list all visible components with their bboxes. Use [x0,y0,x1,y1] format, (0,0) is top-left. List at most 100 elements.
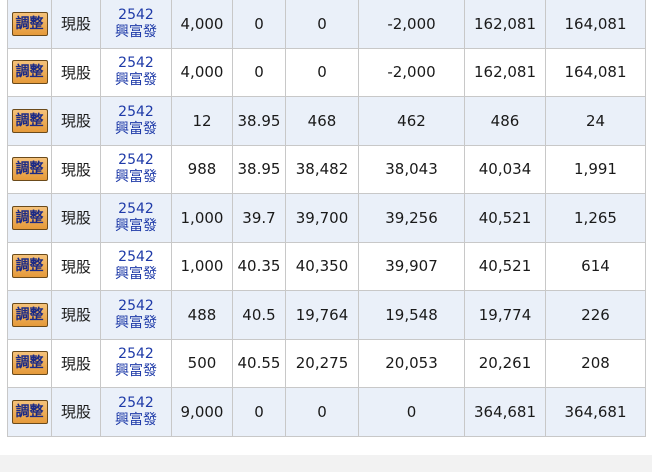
price: 38.95 [232,144,286,194]
trade-type: 現股 [51,338,101,388]
balance: 38,043 [358,144,465,194]
stock-cell: 2542 興富發 [100,193,172,243]
balance: 39,907 [358,241,465,291]
market-value: 364,681 [464,387,546,437]
stock-link[interactable]: 2542 興富發 [115,395,157,429]
stock-name: 興富發 [115,217,157,234]
adjust-button[interactable]: 調整 [11,399,48,424]
price: 39.7 [232,193,286,243]
stock-link[interactable]: 2542 興富發 [115,55,157,89]
price: 40.55 [232,338,286,388]
stock-name: 興富發 [115,72,157,89]
cost: 20,275 [285,338,359,388]
profit-loss: 164,081 [545,0,646,49]
balance: 0 [358,387,465,437]
stock-cell: 2542 興富發 [100,338,172,388]
quantity: 488 [171,290,233,340]
adjust-cell: 調整 [7,241,52,291]
price: 0 [232,387,286,437]
stock-code: 2542 [118,346,154,363]
adjust-cell: 調整 [7,387,52,437]
stock-code: 2542 [118,152,154,169]
stock-cell: 2542 興富發 [100,290,172,340]
adjust-button[interactable]: 調整 [11,108,48,133]
adjust-button[interactable]: 調整 [11,11,48,36]
stock-code: 2542 [118,200,154,217]
stock-code: 2542 [118,103,154,120]
stock-link[interactable]: 2542 興富發 [115,249,157,283]
market-value: 486 [464,96,546,146]
stock-cell: 2542 興富發 [100,0,172,49]
stock-name: 興富發 [115,314,157,331]
holdings-table-body: 調整 現股 2542 興富發 4,000 0 0 -2,000 162,081 1… [7,0,646,437]
cost: 39,700 [285,193,359,243]
stock-code: 2542 [118,297,154,314]
trade-type: 現股 [51,387,101,437]
balance: 19,548 [358,290,465,340]
stock-link[interactable]: 2542 興富發 [115,104,157,138]
stock-name: 興富發 [115,23,157,40]
adjust-button[interactable]: 調整 [11,157,48,182]
profit-loss: 164,081 [545,47,646,97]
balance: -2,000 [358,0,465,49]
balance: 20,053 [358,338,465,388]
adjust-cell: 調整 [7,0,52,49]
adjust-button[interactable]: 調整 [11,302,48,327]
balance: -2,000 [358,47,465,97]
trade-type: 現股 [51,47,101,97]
price: 40.35 [232,241,286,291]
table-row: 調整 現股 2542 興富發 12 38.95 468 462 486 24 [7,96,646,146]
table-row: 調整 現股 2542 興富發 9,000 0 0 0 364,681 364,68… [7,387,646,437]
stock-cell: 2542 興富發 [100,144,172,194]
adjust-cell: 調整 [7,338,52,388]
cost: 468 [285,96,359,146]
quantity: 500 [171,338,233,388]
quantity: 988 [171,144,233,194]
profit-loss: 208 [545,338,646,388]
market-value: 19,774 [464,290,546,340]
stock-name: 興富發 [115,169,157,186]
trade-type: 現股 [51,290,101,340]
market-value: 40,521 [464,241,546,291]
stock-link[interactable]: 2542 興富發 [115,298,157,332]
balance: 39,256 [358,193,465,243]
stock-link[interactable]: 2542 興富發 [115,152,157,186]
cost: 38,482 [285,144,359,194]
stock-code: 2542 [118,394,154,411]
table-row: 調整 現股 2542 興富發 488 40.5 19,764 19,548 19,… [7,290,646,340]
adjust-button[interactable]: 調整 [11,60,48,85]
market-value: 162,081 [464,47,546,97]
price: 38.95 [232,96,286,146]
adjust-button[interactable]: 調整 [11,351,48,376]
adjust-cell: 調整 [7,96,52,146]
profit-loss: 1,991 [545,144,646,194]
profit-loss: 24 [545,96,646,146]
trade-type: 現股 [51,144,101,194]
trade-type: 現股 [51,241,101,291]
adjust-button[interactable]: 調整 [11,205,48,230]
trade-type: 現股 [51,96,101,146]
balance: 462 [358,96,465,146]
stock-cell: 2542 興富發 [100,387,172,437]
stock-code: 2542 [118,55,154,72]
price: 0 [232,0,286,49]
stock-name: 興富發 [115,411,157,428]
table-row: 調整 現股 2542 興富發 4,000 0 0 -2,000 162,081 1… [7,47,646,97]
price: 0 [232,47,286,97]
adjust-button[interactable]: 調整 [11,254,48,279]
trade-type: 現股 [51,193,101,243]
stock-name: 興富發 [115,363,157,380]
table-row: 調整 現股 2542 興富發 500 40.55 20,275 20,053 20… [7,338,646,388]
market-value: 40,521 [464,193,546,243]
table-row: 調整 現股 2542 興富發 4,000 0 0 -2,000 162,081 1… [7,0,646,49]
stock-link[interactable]: 2542 興富發 [115,201,157,235]
adjust-cell: 調整 [7,193,52,243]
stock-link[interactable]: 2542 興富發 [115,346,157,380]
holdings-table: 調整 現股 2542 興富發 4,000 0 0 -2,000 162,081 1… [7,0,646,437]
quantity: 1,000 [171,193,233,243]
stock-link[interactable]: 2542 興富發 [115,7,157,41]
quantity: 4,000 [171,0,233,49]
market-value: 40,034 [464,144,546,194]
adjust-cell: 調整 [7,47,52,97]
